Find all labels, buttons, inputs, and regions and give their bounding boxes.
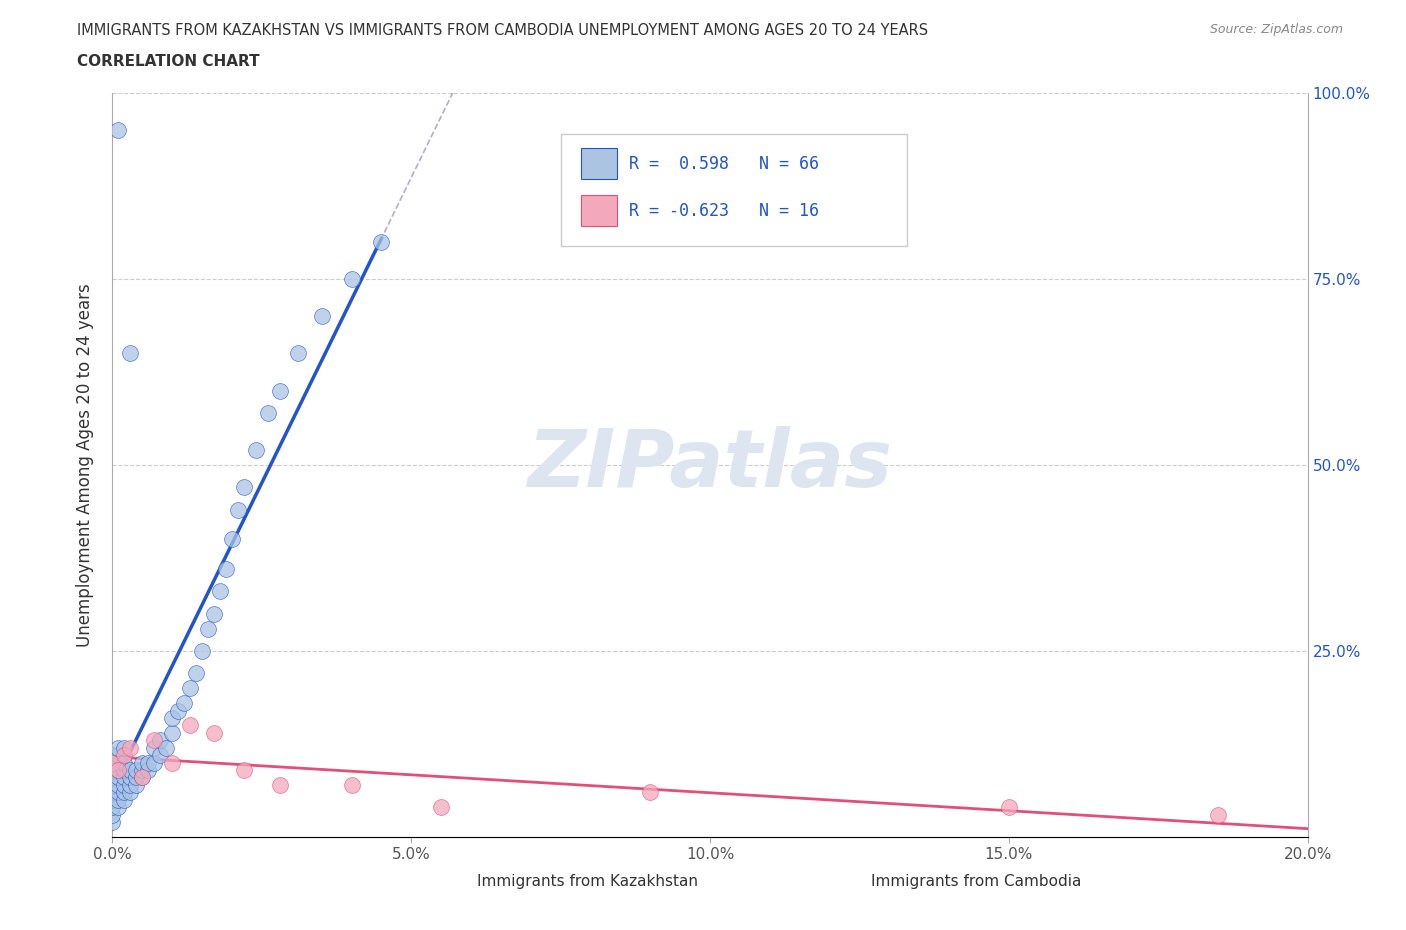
Point [101, 755, 124, 770]
Point [186, 666, 208, 681]
Point [107, 770, 129, 785]
FancyBboxPatch shape [561, 134, 907, 246]
Y-axis label: Unemployment Among Ages 20 to 24 years: Unemployment Among Ages 20 to 24 years [76, 283, 94, 647]
Point [143, 755, 166, 770]
Point [202, 606, 225, 621]
Point [998, 800, 1021, 815]
Point [131, 763, 153, 777]
Point [167, 703, 190, 718]
Text: IMMIGRANTS FROM KAZAKHSTAN VS IMMIGRANTS FROM CAMBODIA UNEMPLOYMENT AMONG AGES 2: IMMIGRANTS FROM KAZAKHSTAN VS IMMIGRANTS… [77, 23, 928, 38]
Point [245, 443, 267, 458]
Point [114, 763, 135, 777]
Point [131, 755, 153, 770]
Text: ZIPatlas: ZIPatlas [527, 426, 893, 504]
Point [125, 763, 148, 777]
Point [173, 696, 195, 711]
Point [107, 748, 129, 763]
Point [120, 740, 142, 755]
Point [149, 733, 172, 748]
Point [101, 785, 124, 800]
Point [311, 309, 333, 324]
Text: Immigrants from Cambodia: Immigrants from Cambodia [872, 874, 1081, 889]
Point [114, 748, 135, 763]
Point [257, 405, 280, 420]
Point [120, 777, 142, 792]
Point [107, 785, 129, 800]
Point [107, 777, 129, 792]
Point [114, 755, 135, 770]
Bar [581, 148, 617, 179]
Point [101, 748, 124, 763]
Point [125, 777, 148, 792]
Point [125, 770, 148, 785]
Point [202, 725, 225, 740]
Point [269, 383, 291, 398]
Point [114, 792, 135, 807]
Point [120, 346, 142, 361]
Bar [581, 195, 617, 226]
Point [131, 770, 153, 785]
Point [1206, 807, 1229, 822]
Point [114, 777, 135, 792]
Point [226, 502, 249, 517]
Text: R =  0.598   N = 66: R = 0.598 N = 66 [628, 154, 818, 173]
Point [120, 770, 142, 785]
Point [162, 755, 183, 770]
Point [287, 346, 309, 361]
Point [215, 562, 238, 577]
Point [640, 785, 662, 800]
Point [107, 123, 129, 138]
Point [209, 584, 232, 599]
Point [107, 800, 129, 815]
Point [138, 763, 160, 777]
Point [162, 725, 183, 740]
Point [155, 740, 177, 755]
Point [143, 740, 166, 755]
Point [101, 755, 124, 770]
Point [101, 792, 124, 807]
Point [162, 711, 183, 725]
Point [233, 480, 256, 495]
Point [197, 621, 219, 636]
Point [120, 763, 142, 777]
Point [101, 763, 124, 777]
Point [340, 272, 363, 286]
Point [120, 785, 142, 800]
Point [269, 777, 291, 792]
Point [114, 785, 135, 800]
Text: Immigrants from Kazakhstan: Immigrants from Kazakhstan [477, 874, 697, 889]
Point [179, 681, 201, 696]
Point [370, 234, 392, 249]
Point [107, 763, 129, 777]
Point [101, 777, 124, 792]
Point [340, 777, 363, 792]
Text: CORRELATION CHART: CORRELATION CHART [77, 54, 260, 69]
Point [101, 807, 124, 822]
Point [107, 763, 129, 777]
Point [101, 800, 124, 815]
Point [107, 792, 129, 807]
Point [143, 733, 166, 748]
Point [179, 718, 201, 733]
Point [114, 770, 135, 785]
Point [107, 740, 129, 755]
Text: Source: ZipAtlas.com: Source: ZipAtlas.com [1209, 23, 1343, 36]
Point [101, 770, 124, 785]
Point [114, 740, 135, 755]
Bar [436, 867, 465, 897]
Point [191, 644, 214, 658]
Bar [830, 867, 859, 897]
Point [101, 815, 124, 830]
Text: R = -0.623   N = 16: R = -0.623 N = 16 [628, 202, 818, 219]
Point [107, 755, 129, 770]
Point [233, 763, 256, 777]
Point [149, 748, 172, 763]
Point [221, 532, 243, 547]
Point [131, 770, 153, 785]
Point [430, 800, 453, 815]
Point [138, 755, 160, 770]
